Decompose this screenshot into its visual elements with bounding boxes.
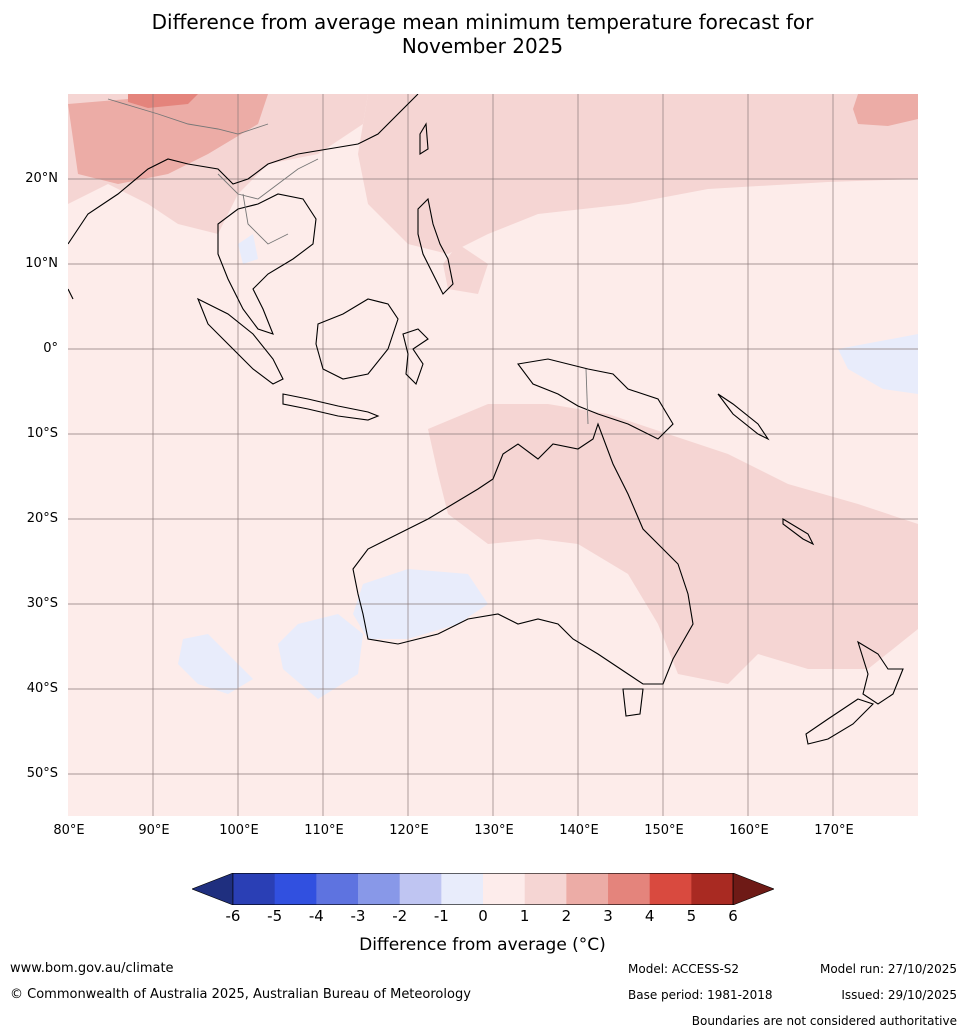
colorbar-frame [232,873,734,905]
anomaly-southern-ocean [278,614,363,699]
borneo-coast [315,298,399,380]
indochina-coast [217,193,317,335]
lat-label-10s: 10°S [26,426,58,441]
new-guinea-coast [517,358,674,440]
colorbar-tick-label: -6 [225,907,241,925]
tasmania-coast [622,688,644,717]
colorbar-segment [233,873,276,905]
australia-coast [352,422,694,685]
footer-copyright: © Commonwealth of Australia 2025, Austra… [10,987,471,1002]
sumatra-coast [196,297,284,385]
colorbar-tick-label: 6 [728,907,738,925]
lon-label-120e: 120°E [389,823,429,838]
colorbar-segment [483,873,526,905]
colorbar-segment [566,873,609,905]
colorbar-tick-label: -1 [433,907,449,925]
lon-label-140e: 140°E [559,823,599,838]
country-borders [107,98,589,425]
sulawesi-coast [402,328,429,386]
taiwan-coast [419,122,429,155]
colorbar-segment [358,873,401,905]
philippines-coast [417,197,454,295]
anomaly-philippines [443,244,488,294]
colorbar-tick-label: -2 [392,907,408,925]
colorbar-segment [691,873,734,905]
colorbar-segment [649,873,692,905]
anomaly-north-pacific-strong [853,94,918,126]
title-line-2: November 2025 [401,34,564,58]
colorbar-svg [191,872,775,906]
lon-label-130e: 130°E [474,823,514,838]
lat-label-10n: 10°N [25,256,58,271]
colorbar [191,872,775,906]
colorbar-tick-label: 5 [686,907,697,925]
colorbar-tick-label: -4 [308,907,324,925]
footer-model: Model: ACCESS-S2 [628,962,740,976]
graticule [68,94,918,816]
lat-label-30s: 30°S [26,596,58,611]
solomon-islands [717,393,770,441]
anomaly-north-pacific [358,94,918,254]
anomaly-indian-ocean [178,634,253,694]
footer-website[interactable]: www.bom.gov.au/climate [10,961,174,976]
lat-label-20n: 20°N [25,171,58,186]
lat-label-50s: 50°S [26,766,58,781]
anomaly-indochina [238,234,258,264]
colorbar-tick-label: -5 [267,907,283,925]
colorbar-extend-low [191,872,234,906]
lon-label-150e: 150°E [644,823,684,838]
colorbar-tick-label: -3 [350,907,366,925]
colorbar-tick-label: 3 [603,907,613,925]
india-coast [68,288,74,300]
lon-label-170e: 170°E [814,823,854,838]
asia-coast [68,94,419,245]
new-caledonia [782,518,815,546]
colorbar-tick-label: 4 [644,907,655,925]
coastlines [68,94,904,745]
lat-label-0: 0° [43,341,58,356]
lon-label-160e: 160°E [729,823,769,838]
colorbar-segment [608,873,651,905]
lat-label-20s: 20°S [26,511,58,526]
footer-disclaimer: Boundaries are not considered authoritat… [691,1014,957,1028]
footer-issued: Issued: 29/10/2025 [841,988,957,1002]
anomaly-northern-australia [428,404,918,684]
lon-label-80e: 80°E [53,823,85,838]
colorbar-segment [524,873,567,905]
lat-label-40s: 40°S [26,681,58,696]
forecast-map[interactable] [68,94,918,816]
colorbar-tick-label: 1 [519,907,530,925]
colorbar-segment [399,873,442,905]
footer-model-run: Model run: 27/10/2025 [819,962,957,976]
anomaly-tibet-strong [128,94,198,108]
colorbar-segment [274,873,317,905]
lon-label-110e: 110°E [304,823,344,838]
colorbar-extend-high [732,872,775,906]
colorbar-tick-label: 2 [561,907,572,925]
footer-base-period: Base period: 1981-2018 [628,988,773,1002]
map-title: Difference from average mean minimum tem… [0,10,965,58]
java-coast [282,393,380,421]
anomaly-himalaya [68,94,268,184]
colorbar-segment [441,873,484,905]
lon-label-90e: 90°E [138,823,170,838]
colorbar-label: Difference from average (°C) [359,935,606,955]
colorbar-segment [316,873,359,905]
title-line-1: Difference from average mean minimum tem… [151,10,814,34]
map-canvas [68,94,918,816]
lon-label-100e: 100°E [219,823,259,838]
new-zealand-north-island [857,640,904,705]
colorbar-tick-label: 0 [478,907,488,925]
new-zealand-south-island [805,698,875,745]
